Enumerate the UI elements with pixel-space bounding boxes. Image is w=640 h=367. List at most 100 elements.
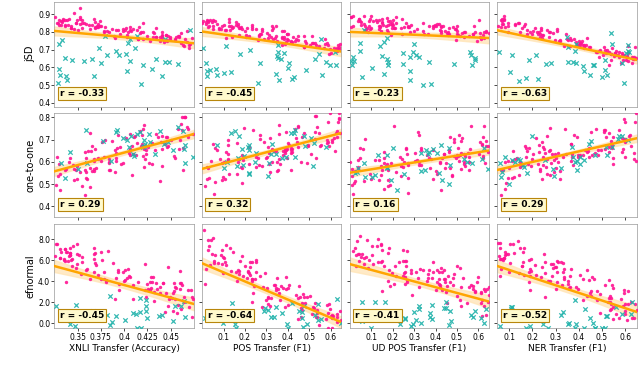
Point xyxy=(459,161,469,167)
Point xyxy=(383,250,393,256)
Point xyxy=(220,255,230,261)
Point xyxy=(456,166,466,172)
Point xyxy=(231,19,241,25)
Point xyxy=(303,143,313,149)
Point xyxy=(284,282,294,288)
Point xyxy=(416,147,426,153)
Point xyxy=(244,259,255,265)
Point xyxy=(285,38,296,44)
Point xyxy=(454,132,464,138)
Point xyxy=(460,163,470,169)
Point xyxy=(134,295,145,301)
Point xyxy=(381,23,391,29)
Point xyxy=(563,37,573,43)
Point xyxy=(479,320,489,326)
Point xyxy=(125,58,135,64)
Point xyxy=(442,300,452,306)
Point xyxy=(299,33,309,39)
Point xyxy=(264,150,274,156)
Point xyxy=(592,288,602,294)
Point xyxy=(332,135,342,141)
Point xyxy=(392,187,402,193)
Point xyxy=(276,155,287,161)
Point xyxy=(616,61,627,66)
Point xyxy=(280,130,291,135)
Point xyxy=(75,16,85,22)
Point xyxy=(433,281,444,287)
Point xyxy=(630,158,640,164)
Point xyxy=(628,156,639,161)
Point xyxy=(334,115,344,121)
Point xyxy=(424,59,434,65)
Point xyxy=(67,243,77,249)
Point xyxy=(554,38,564,44)
Point xyxy=(238,273,248,279)
Point xyxy=(445,279,456,285)
Point xyxy=(406,268,416,273)
Point xyxy=(169,288,179,294)
Point xyxy=(586,290,596,296)
Point xyxy=(243,144,253,150)
Point xyxy=(157,73,167,79)
Point xyxy=(280,146,291,152)
Point xyxy=(397,31,407,37)
Point xyxy=(382,309,392,315)
Point xyxy=(629,54,639,60)
Point xyxy=(616,311,627,317)
Point xyxy=(381,56,392,62)
Point xyxy=(565,43,575,48)
Point xyxy=(170,36,180,42)
Point xyxy=(140,156,150,162)
Point xyxy=(80,192,90,197)
Point xyxy=(533,31,543,37)
Point xyxy=(620,119,630,124)
Point xyxy=(618,146,628,152)
Point xyxy=(221,149,231,155)
Point xyxy=(311,113,321,119)
Point xyxy=(353,251,363,257)
Point xyxy=(566,266,576,272)
Point xyxy=(132,33,142,39)
Point xyxy=(88,16,99,22)
Point xyxy=(456,284,467,290)
Point xyxy=(296,315,307,321)
Point xyxy=(316,142,326,148)
Point xyxy=(526,163,536,169)
Point xyxy=(492,240,502,246)
Point xyxy=(527,133,538,139)
Point xyxy=(241,309,252,315)
Point xyxy=(398,258,408,264)
Point xyxy=(291,36,301,42)
Point xyxy=(629,57,639,62)
Point xyxy=(276,310,287,316)
Point xyxy=(148,30,159,36)
Point xyxy=(507,52,517,58)
Point xyxy=(622,53,632,59)
Point xyxy=(468,283,478,289)
Point xyxy=(244,170,254,176)
Point xyxy=(311,314,321,320)
Point xyxy=(239,264,250,269)
Point xyxy=(520,326,531,331)
Point xyxy=(250,257,260,263)
Point xyxy=(316,316,326,321)
Point xyxy=(543,278,554,284)
Point xyxy=(174,33,184,39)
Point xyxy=(123,266,133,272)
Point xyxy=(400,281,410,287)
Point xyxy=(262,30,272,36)
Point xyxy=(197,21,207,26)
Point xyxy=(203,24,213,30)
Point xyxy=(347,182,357,188)
Point xyxy=(353,202,364,208)
Point xyxy=(85,130,95,136)
Point xyxy=(210,179,220,185)
Point xyxy=(106,167,116,173)
Point xyxy=(56,18,66,23)
Point xyxy=(212,72,223,77)
Point xyxy=(410,150,420,156)
Point xyxy=(334,116,344,122)
Point xyxy=(365,17,375,22)
Point xyxy=(602,47,612,52)
Point xyxy=(441,305,451,311)
